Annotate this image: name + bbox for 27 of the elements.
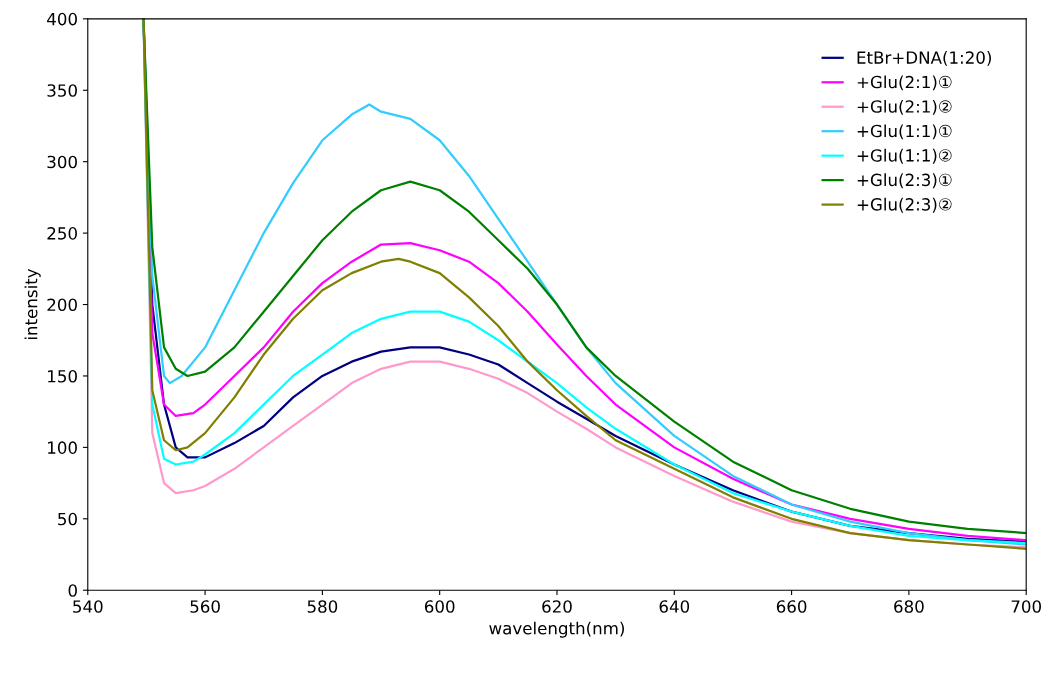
y-axis-title: intensity: [24, 268, 41, 340]
x-tick-label: 560: [190, 600, 220, 613]
x-tick-label: 580: [307, 600, 338, 613]
y-tick-label: 150: [48, 369, 77, 383]
y-tick-label: 350: [47, 84, 77, 97]
y-tick-label: 0: [68, 584, 77, 597]
legend-label: +Glu(2:3)①: [857, 173, 952, 189]
legend-label: +Glu(2:1)②: [857, 99, 952, 115]
legend-label: +Glu(2:3)②: [857, 197, 952, 213]
x-tick-label: 640: [659, 600, 690, 613]
legend-label: EtBr+DNA(1:20): [857, 51, 991, 66]
y-tick-label: 300: [47, 155, 77, 169]
x-tick-label: 680: [894, 600, 924, 613]
y-tick-label: 100: [48, 441, 77, 454]
x-tick-label: 600: [424, 600, 455, 613]
y-tick-label: 50: [58, 512, 77, 526]
legend-label: +Glu(2:1)①: [857, 75, 952, 91]
x-tick-label: 700: [1011, 600, 1041, 613]
x-tick-label: 660: [776, 600, 807, 613]
x-tick-label: 540: [73, 600, 103, 613]
legend-label: +Glu(1:1)②: [857, 148, 952, 164]
y-tick-label: 250: [47, 227, 77, 240]
x-tick-label: 620: [542, 600, 572, 613]
x-axis-title: wavelength(nm): [489, 621, 624, 638]
legend-label: +Glu(1:1)①: [857, 124, 952, 140]
y-tick-label: 200: [47, 298, 77, 312]
y-tick-label: 400: [47, 12, 77, 26]
